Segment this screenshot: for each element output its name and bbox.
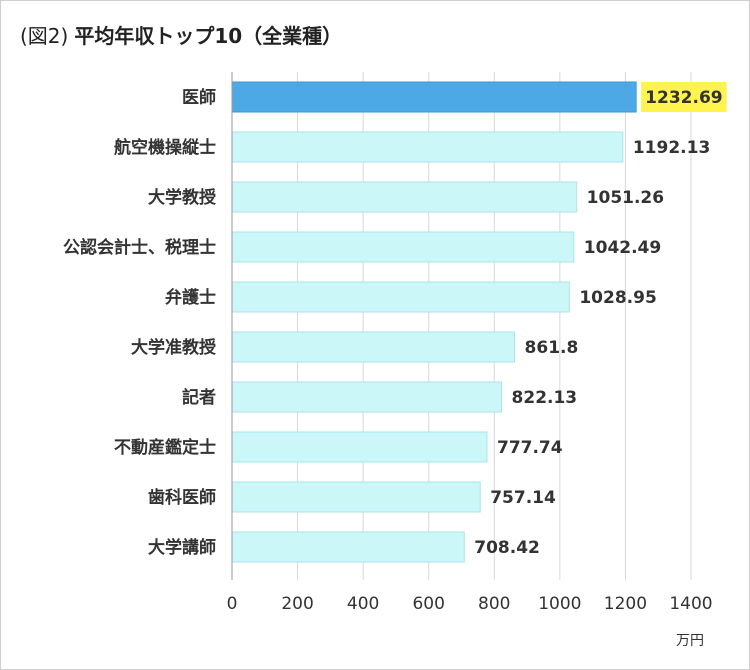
x-tick-label: 1200 (604, 594, 647, 614)
bar (231, 531, 465, 563)
category-label: 記者 (182, 387, 216, 408)
value-label: 708.42 (474, 538, 540, 558)
bar (231, 231, 575, 263)
category-label: 公認会計士、税理士 (63, 237, 216, 258)
value-label: 861.8 (525, 338, 579, 358)
category-label: 不動産鑑定士 (114, 437, 216, 458)
bar (231, 281, 570, 313)
bar (231, 381, 503, 413)
x-tick-label: 1400 (669, 594, 712, 614)
x-tick-label: 0 (227, 594, 238, 614)
title-main: 平均年収トップ10（全業種） (74, 24, 343, 48)
value-label: 1028.95 (579, 288, 656, 308)
bar (231, 181, 578, 213)
value-label: 757.14 (490, 488, 556, 508)
unit-label: 万円 (676, 633, 704, 649)
category-label: 歯科医師 (148, 487, 216, 508)
x-tick-label: 200 (281, 594, 313, 614)
value-label: 777.74 (497, 438, 563, 458)
value-label: 1232.69 (645, 88, 722, 108)
chart-title: (図2) 平均年収トップ10（全業種） (20, 20, 342, 49)
value-label: 1051.26 (587, 188, 664, 208)
category-label: 弁護士 (165, 287, 216, 308)
x-tick-label: 800 (478, 594, 510, 614)
category-label: 医師 (182, 87, 216, 108)
value-label-highlight (641, 82, 727, 112)
bar (231, 131, 624, 163)
bar (231, 481, 481, 513)
title-prefix: (図2) (20, 24, 69, 48)
value-label: 822.13 (512, 388, 578, 408)
x-tick-label: 400 (347, 594, 379, 614)
bar (231, 331, 516, 363)
bar (231, 81, 637, 113)
value-label: 1042.49 (584, 238, 661, 258)
x-tick-label: 600 (412, 594, 444, 614)
category-label: 大学講師 (148, 537, 216, 558)
category-label: 大学准教授 (131, 337, 217, 358)
x-tick-label: 1000 (538, 594, 581, 614)
category-label: 大学教授 (148, 187, 217, 208)
value-label: 1192.13 (633, 138, 710, 158)
category-label: 航空機操縦士 (114, 137, 216, 158)
bar (231, 431, 488, 463)
